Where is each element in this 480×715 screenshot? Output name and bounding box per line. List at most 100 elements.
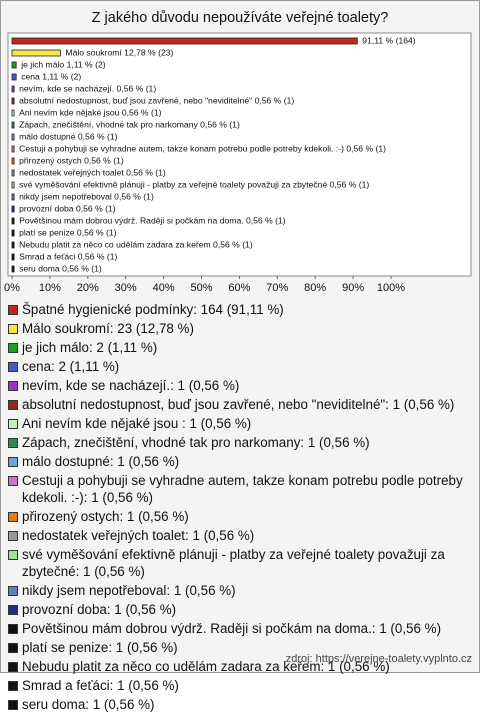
bar-label: absolutní nedostupnost, buď jsou zavřené… xyxy=(19,95,294,105)
bar-label: své vyměšování efektivně plánuji - platb… xyxy=(19,179,369,189)
bar-label: cena 1,11 % (2) xyxy=(21,71,81,81)
bar xyxy=(11,253,15,261)
bar xyxy=(11,37,358,45)
bar xyxy=(11,121,15,129)
x-tick-label: 20% xyxy=(77,282,99,294)
legend-item: Ani nevím kde nějaké jsou : 1 (0,56 %) xyxy=(8,415,470,432)
legend-item: seru doma: 1 (0,56 %) xyxy=(8,696,470,713)
legend-label: přirozený ostych: 1 (0,56 %) xyxy=(22,509,189,524)
legend-item: nevím, kde se nacházejí.: 1 (0,56 %) xyxy=(8,377,470,394)
bar xyxy=(11,85,15,93)
legend-swatch xyxy=(8,681,18,691)
bar-label: Ani nevím kde nějaké jsou 0,56 % (1) xyxy=(19,107,161,117)
legend-item: nikdy jsem nepotřeboval: 1 (0,56 %) xyxy=(8,582,470,599)
legend-label: seru doma: 1 (0,56 %) xyxy=(22,697,155,712)
legend-swatch xyxy=(8,476,18,486)
legend-label: nikdy jsem nepotřeboval: 1 (0,56 %) xyxy=(22,583,236,598)
legend-swatch xyxy=(8,343,18,353)
legend-label: Smrad a feťáci: 1 (0,56 %) xyxy=(22,678,179,693)
legend-swatch xyxy=(8,438,18,448)
bar-label: nevím, kde se nacházejí. 0,56 % (1) xyxy=(19,83,156,93)
x-tick-label: 100% xyxy=(377,282,405,294)
legend-label: Zápach, znečištění, vhodné tak pro narko… xyxy=(22,435,370,450)
bar-label: nikdy jsem nepotřeboval 0,56 % (1) xyxy=(19,191,154,201)
legend-item: přirozený ostych: 1 (0,56 %) xyxy=(8,508,470,525)
bar xyxy=(11,229,15,237)
bar-label: Zápach, znečištění, vhodné tak pro narko… xyxy=(19,119,240,129)
legend-swatch xyxy=(8,531,18,541)
legend-swatch xyxy=(8,324,18,334)
source: zdroj: https://verejne-toalety.vyplnto.c… xyxy=(285,653,472,665)
bar-label: nedostatek veřejných toalet 0,56 % (1) xyxy=(19,167,166,177)
legend-swatch xyxy=(8,457,18,467)
bar xyxy=(11,61,17,69)
legend-swatch xyxy=(8,624,18,634)
bar-label: málo dostupné 0,56 % (1) xyxy=(19,131,118,141)
bar xyxy=(11,145,15,153)
legend-item: provozní doba: 1 (0,56 %) xyxy=(8,601,470,618)
legend-swatch xyxy=(8,512,18,522)
bar xyxy=(11,205,15,213)
legend-label: je jich málo: 2 (1,11 %) xyxy=(22,340,158,355)
legend-label: své vyměšování efektivně plánuji - platb… xyxy=(22,547,445,579)
legend-label: Nebudu platit za něco co udělám zadara z… xyxy=(22,659,390,674)
legend-item: Málo soukromí: 23 (12,78 %) xyxy=(8,320,470,337)
legend-label: Špatné hygienické podmínky: 164 (91,11 %… xyxy=(22,302,284,317)
bar xyxy=(11,109,15,117)
x-tick-label: 50% xyxy=(190,282,212,294)
bar xyxy=(11,265,15,273)
bar-label: je jich málo 1,11 % (2) xyxy=(20,59,106,69)
legend-item: málo dostupné: 1 (0,56 %) xyxy=(8,453,470,470)
x-tick-label: 80% xyxy=(304,282,326,294)
bar xyxy=(11,157,15,165)
legend-item: Špatné hygienické podmínky: 164 (91,11 %… xyxy=(8,301,470,318)
chart-title: Z jakého důvodu nepoužíváte veřejné toal… xyxy=(92,10,389,26)
legend-swatch xyxy=(8,605,18,615)
legend-label: nedostatek veřejných toalet: 1 (0,56 %) xyxy=(22,528,255,543)
legend-item: Nebudu platit za něco co udělám zadara z… xyxy=(8,658,470,675)
legend-swatch xyxy=(8,362,18,372)
legend-item: Cestuji a pohybuji se vyhradne autem, ta… xyxy=(8,472,470,506)
bar-label: Nebudu platit za něco co udělám zadara z… xyxy=(19,239,253,249)
bar-label: Málo soukromí 12,78 % (23) xyxy=(65,47,173,57)
legend-item: cena: 2 (1,11 %) xyxy=(8,358,470,375)
legend-swatch xyxy=(8,400,18,410)
plot-area xyxy=(7,32,472,277)
legend-item: absolutní nedostupnost, buď jsou zavřené… xyxy=(8,396,470,413)
legend-label: platí se penize: 1 (0,56 %) xyxy=(22,640,178,655)
legend-swatch xyxy=(8,586,18,596)
bar xyxy=(11,241,15,249)
legend-swatch xyxy=(8,700,18,710)
bar-label: platí se penize 0,56 % (1) xyxy=(19,227,117,237)
x-tick-label: 40% xyxy=(153,282,175,294)
x-tick-label: 60% xyxy=(228,282,250,294)
bar xyxy=(11,193,15,201)
bar-label: 91,11 % (164) xyxy=(362,35,415,45)
legend-label: málo dostupné: 1 (0,56 %) xyxy=(22,454,180,469)
bar-label: provozní doba 0,56 % (1) xyxy=(19,203,116,213)
bar xyxy=(11,169,15,177)
legend-label: Málo soukromí: 23 (12,78 %) xyxy=(22,321,194,336)
legend-item: Zápach, znečištění, vhodné tak pro narko… xyxy=(8,434,470,451)
legend-label: cena: 2 (1,11 %) xyxy=(22,359,120,374)
legend: Špatné hygienické podmínky: 164 (91,11 %… xyxy=(8,301,470,715)
x-tick-label: 90% xyxy=(342,282,364,294)
legend-item: Smrad a feťáci: 1 (0,56 %) xyxy=(8,677,470,694)
bar xyxy=(11,133,15,141)
legend-label: nevím, kde se nacházejí.: 1 (0,56 %) xyxy=(22,378,240,393)
legend-label: provozní doba: 1 (0,56 %) xyxy=(22,602,177,617)
legend-swatch xyxy=(8,643,18,653)
legend-swatch xyxy=(8,381,18,391)
legend-item: platí se penize: 1 (0,56 %) xyxy=(8,639,470,656)
legend-item: své vyměšování efektivně plánuji - platb… xyxy=(8,546,470,580)
x-tick-label: 0% xyxy=(4,282,20,294)
legend-label: Cestuji a pohybuji se vyhradne autem, ta… xyxy=(22,473,463,505)
bar-label: přirozený ostych 0,56 % (1) xyxy=(19,155,124,165)
legend-label: absolutní nedostupnost, buď jsou zavřené… xyxy=(22,397,455,412)
legend-swatch xyxy=(8,550,18,560)
chart: Z jakého důvodu nepoužíváte veřejné toal… xyxy=(4,10,472,294)
bar xyxy=(11,181,15,189)
legend-label: Ani nevím kde nějaké jsou : 1 (0,56 %) xyxy=(22,416,252,431)
legend-item: je jich málo: 2 (1,11 %) xyxy=(8,339,470,356)
legend-swatch xyxy=(8,419,18,429)
